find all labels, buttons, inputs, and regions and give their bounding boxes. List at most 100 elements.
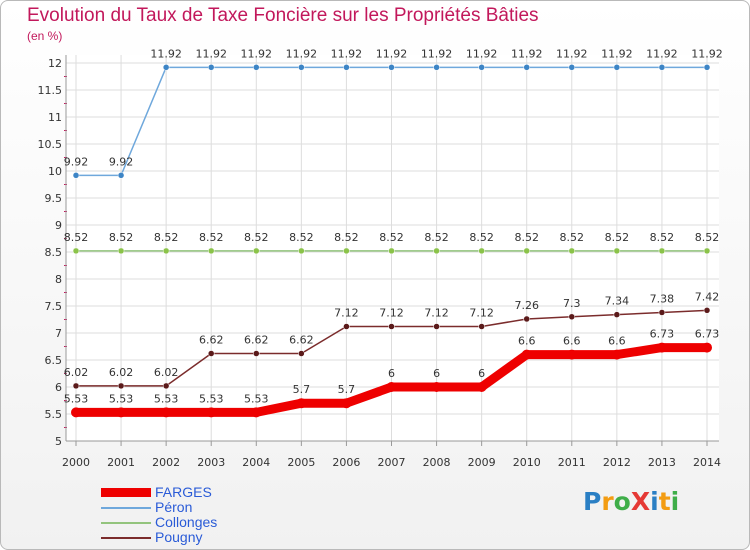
legend-swatch [101,522,151,524]
x-tick-label: 2013 [648,456,676,469]
data-label: 11.92 [331,47,363,60]
data-point [658,309,666,316]
data-label: 11.92 [601,47,633,60]
data-point [296,398,307,409]
logo-letter: r [601,487,614,516]
data-label: 6.62 [244,334,269,347]
data-label: 7.12 [334,307,359,320]
data-point [161,407,172,418]
data-label: 11.92 [466,47,498,60]
y-tick-label: 8 [55,273,62,286]
data-label: 11.92 [376,47,408,60]
data-point [206,407,217,418]
data-label: 8.52 [289,231,314,244]
data-label: 7.26 [514,299,539,312]
data-point [298,350,305,357]
x-tick-label: 2002 [152,456,180,469]
data-label: 6 [478,367,485,380]
data-label: 11.92 [421,47,453,60]
data-point [207,64,215,71]
data-label: 11.92 [241,47,273,60]
data-point [253,350,260,357]
y-axis-unit-label: (en %) [27,29,63,43]
data-label: 7.38 [650,292,675,305]
data-point [433,64,440,71]
data-point [658,247,666,255]
x-tick-label: 2006 [332,456,360,469]
data-point [658,64,666,71]
data-point [523,315,530,323]
data-label: 7.12 [424,307,449,320]
data-point [343,247,350,255]
y-tick-label: 8.5 [45,246,63,259]
y-tick-label: 11.5 [38,84,63,97]
legend-swatch [101,507,151,509]
legend-swatch [101,537,151,539]
data-point [343,323,350,330]
legend-label: Collonges [155,514,218,530]
data-point [611,349,622,360]
data-label: 8.52 [605,231,630,244]
data-point [72,382,80,390]
data-point [298,247,305,255]
x-tick-label: 2001 [107,456,135,469]
data-label: 6.73 [695,328,720,341]
x-tick-label: 2008 [423,456,451,469]
data-label: 6.6 [518,335,536,348]
data-point [117,172,125,179]
y-tick-label: 10 [48,165,62,178]
data-point [478,247,485,255]
data-point [117,247,125,255]
data-point [433,323,440,330]
x-tick-label: 2004 [242,456,270,469]
data-point [433,247,440,255]
data-label: 9.92 [64,155,89,168]
data-point [207,350,215,357]
data-point [388,323,395,330]
y-tick-label: 7 [55,327,62,340]
data-label: 7.34 [605,295,630,308]
x-tick-label: 2014 [693,456,721,469]
y-tick-label: 11 [48,111,62,124]
y-tick-label: 6 [55,381,62,394]
data-point [613,247,621,255]
data-point [568,247,576,255]
data-label: 11.92 [691,47,723,60]
data-point [71,407,81,418]
data-label: 11.92 [646,47,678,60]
y-tick-label: 5.5 [45,408,63,421]
y-tick-label: 10.5 [38,138,63,151]
data-point [431,382,442,392]
data-label: 8.52 [334,231,359,244]
data-label: 8.52 [424,231,449,244]
data-point [613,311,621,318]
logo-letter: P [583,487,602,516]
data-label: 5.53 [109,392,134,405]
data-point [478,323,485,330]
data-point [116,407,127,418]
data-label: 8.52 [244,231,269,244]
data-point [386,382,397,392]
y-tick-label: 6.5 [45,354,63,367]
data-label: 11.92 [556,47,588,60]
data-point [298,64,305,71]
y-tick-label: 5 [55,435,62,448]
data-point [162,247,170,255]
logo-letter: i [670,487,680,516]
data-point [703,64,711,71]
x-tick-label: 2011 [558,456,586,469]
data-point [476,382,487,392]
data-label: 9.92 [109,155,134,168]
data-point [703,307,711,314]
data-label: 11.92 [195,47,227,60]
data-label: 6.62 [289,334,314,347]
data-label: 8.52 [199,231,224,244]
data-label: 5.53 [244,392,269,405]
x-tick-label: 2012 [603,456,631,469]
data-label: 5.53 [199,392,224,405]
data-point [566,349,577,360]
data-point [117,382,125,390]
data-point [613,64,621,71]
data-label: 7.12 [379,307,404,320]
